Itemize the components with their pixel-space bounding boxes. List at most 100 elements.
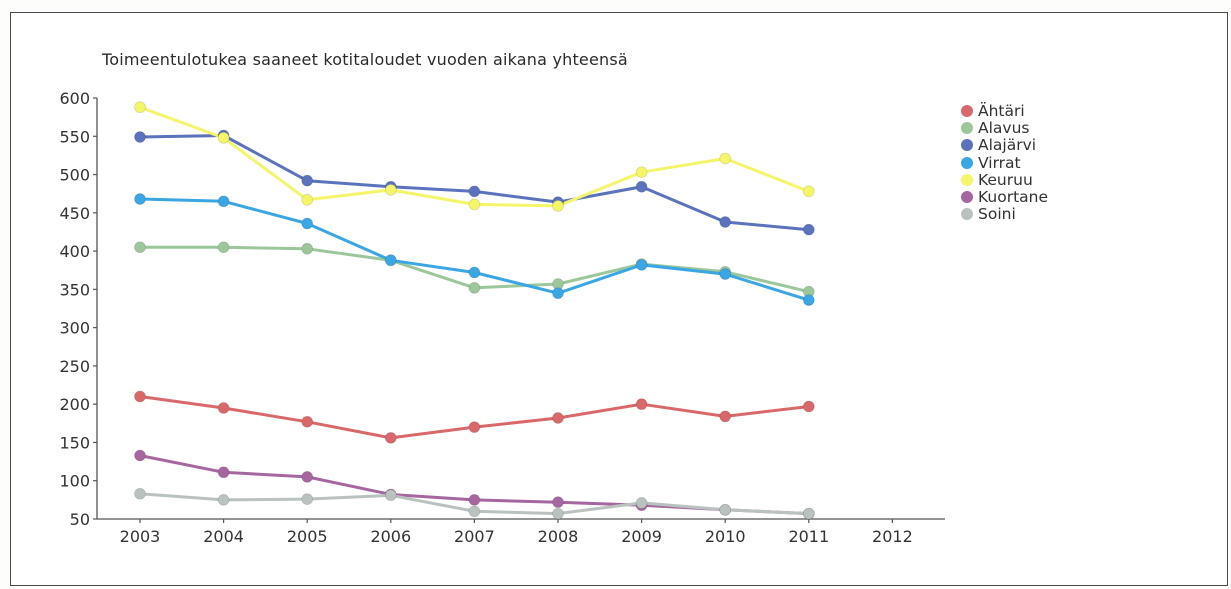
chart-title: Toimeentulotukea saaneet kotitaloudet vu… — [102, 50, 628, 69]
legend-marker — [961, 156, 973, 169]
x-tick-label: 2004 — [203, 527, 244, 546]
chart-frame — [10, 12, 1228, 586]
data-point — [301, 193, 314, 206]
y-tick-label: 550 — [59, 127, 90, 146]
data-point — [134, 131, 146, 143]
data-point — [301, 493, 314, 505]
legend-label: Ähtäri — [978, 101, 1025, 120]
data-point — [719, 410, 732, 423]
data-point — [217, 493, 230, 506]
legend-item: Keuruu — [961, 170, 1048, 189]
y-tick-label: 450 — [59, 204, 90, 223]
data-point — [134, 241, 146, 254]
y-tick-label: 400 — [59, 242, 90, 261]
x-tick-label: 2005 — [287, 527, 328, 546]
data-point — [134, 101, 146, 114]
series-lines — [138, 105, 811, 516]
legend-marker — [961, 191, 973, 204]
data-point — [635, 166, 648, 179]
data-point — [217, 195, 230, 208]
legend-label: Soini — [978, 205, 1016, 224]
y-tick-label: 350 — [59, 280, 90, 299]
legend-label: Alajärvi — [978, 136, 1037, 155]
data-point — [802, 294, 815, 306]
x-tick-label: 2009 — [621, 527, 662, 546]
chart-legend: Ähtäri Alavus Alajärvi Virrat Keuruu Kuortane… — [961, 102, 1048, 223]
data-point — [217, 466, 230, 479]
x-tick-label: 2008 — [538, 527, 579, 546]
data-point — [468, 185, 481, 198]
data-point — [301, 470, 314, 483]
data-point — [384, 489, 397, 502]
legend-item: Kuortane — [961, 188, 1049, 207]
y-tick-label: 50 — [70, 510, 90, 529]
data-point — [468, 505, 481, 518]
legend-marker — [961, 173, 973, 186]
data-point — [635, 497, 648, 509]
legend-label: Kuortane — [978, 188, 1049, 207]
data-point — [384, 254, 397, 267]
legend-label: Keuruu — [978, 170, 1033, 189]
y-tick-label: 300 — [59, 319, 90, 338]
data-point — [134, 193, 146, 205]
data-point — [468, 198, 481, 211]
x-tick-label: 2010 — [705, 527, 746, 546]
legend-item: Alajärvi — [961, 136, 1048, 155]
data-point — [802, 507, 815, 520]
data-point — [217, 241, 230, 254]
legend-label: Virrat — [978, 153, 1021, 172]
data-point — [719, 152, 732, 165]
y-tick-label: 100 — [59, 472, 90, 491]
legend-marker — [961, 208, 973, 221]
data-point — [301, 174, 314, 187]
data-point — [635, 398, 648, 411]
y-tick-label: 600 — [59, 89, 90, 108]
data-point — [719, 216, 732, 228]
data-point — [301, 217, 314, 230]
series-points — [134, 101, 815, 520]
legend-item: Ähtäri — [961, 101, 1048, 120]
legend-item: Soini — [961, 205, 1048, 224]
data-point — [552, 287, 564, 300]
data-point — [134, 449, 146, 462]
data-point — [301, 242, 314, 255]
data-point — [802, 400, 815, 413]
data-point — [552, 200, 564, 212]
data-point — [635, 180, 648, 193]
x-tick-label: 2012 — [872, 527, 913, 546]
legend-marker — [961, 104, 973, 117]
legend-item: Alavus — [961, 118, 1048, 137]
data-point — [384, 431, 397, 444]
data-point — [635, 258, 648, 271]
y-tick-label: 200 — [59, 395, 90, 414]
data-point — [384, 183, 397, 196]
data-point — [552, 507, 564, 520]
data-point — [217, 131, 230, 144]
data-point — [468, 281, 481, 294]
data-point — [468, 266, 481, 279]
y-tick-label: 500 — [59, 166, 90, 185]
data-point — [468, 421, 481, 434]
data-point — [552, 412, 564, 424]
y-tick-label: 250 — [59, 357, 90, 376]
y-tick-label: 150 — [59, 433, 90, 452]
chart-axes: 50 100 150 200 250 300 350 400 450 500 550 600 2003 2… — [59, 89, 945, 546]
data-point — [719, 503, 732, 516]
legend-item: Virrat — [961, 153, 1048, 172]
data-point — [134, 390, 146, 403]
x-tick-label: 2003 — [120, 527, 161, 546]
data-point — [552, 496, 564, 509]
data-point — [802, 223, 815, 236]
data-point — [719, 268, 732, 280]
x-tick-label: 2006 — [370, 527, 411, 546]
data-point — [468, 493, 481, 506]
x-tick-label: 2011 — [788, 527, 829, 546]
x-tick-label: 2007 — [454, 527, 495, 546]
data-point — [802, 185, 815, 198]
data-point — [301, 415, 314, 428]
data-point — [217, 402, 230, 414]
legend-label: Alavus — [978, 118, 1030, 137]
data-point — [134, 487, 146, 500]
legend-marker — [961, 139, 973, 152]
